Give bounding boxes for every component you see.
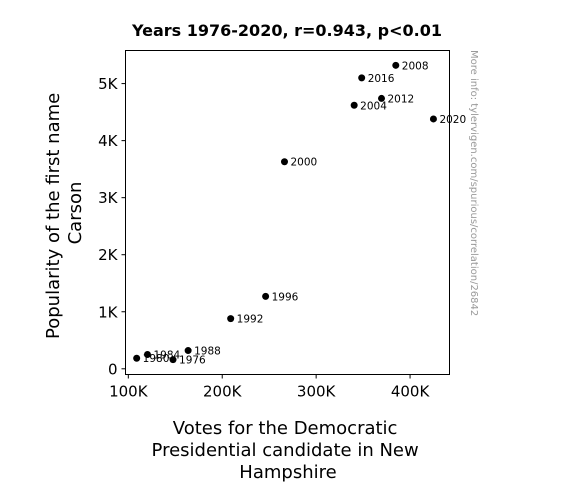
source-watermark: More info: tylervigen.com/spurious/corre… <box>468 50 479 316</box>
x-axis-label-line: Hampshire <box>239 462 336 483</box>
data-point <box>378 94 386 102</box>
x-axis-label: Votes for the Democratic Presidential ca… <box>152 418 425 483</box>
x-axis-label-line: Votes for the Democratic <box>173 418 398 439</box>
y-axis-label-line: Carson <box>65 182 86 245</box>
x-tick-label: 200K <box>203 383 243 401</box>
data-point-label: 2020 <box>439 114 466 126</box>
data-point-label: 1976 <box>179 355 206 367</box>
data-points <box>133 61 437 364</box>
data-point <box>143 351 151 359</box>
x-tick-label: 400K <box>391 383 431 401</box>
data-point-label: 2012 <box>388 93 415 105</box>
data-point-label: 1988 <box>194 346 221 358</box>
y-axis-ticks: 0 1K 2K 3K 4K 5K <box>98 75 126 378</box>
y-tick-label: 1K <box>98 303 119 321</box>
y-tick-label: 0 <box>108 360 118 378</box>
x-axis-label-line: Presidential candidate in New <box>152 440 419 461</box>
data-point-label: 2008 <box>402 60 429 72</box>
y-axis-label: Popularity of the first name Carson <box>43 87 86 339</box>
data-point-label: 2000 <box>290 157 317 169</box>
data-point <box>262 292 270 300</box>
data-point-label: 2004 <box>360 100 387 112</box>
data-point <box>280 158 288 166</box>
x-tick-label: 100K <box>109 383 149 401</box>
data-point <box>169 356 177 364</box>
x-tick-label: 300K <box>297 383 337 401</box>
data-point-label: 1984 <box>153 350 180 362</box>
y-tick-label: 4K <box>98 132 119 150</box>
data-point <box>133 354 141 362</box>
data-point <box>429 115 437 123</box>
y-axis-label-line: Popularity of the first name <box>43 93 64 339</box>
data-point <box>184 347 192 355</box>
y-tick-label: 3K <box>98 189 119 207</box>
data-point-label: 1992 <box>237 314 264 326</box>
data-point <box>350 101 358 109</box>
data-point-label: 1980 <box>143 353 170 365</box>
y-tick-label: 5K <box>98 75 119 93</box>
plot-area <box>125 50 450 375</box>
data-point-label: 1996 <box>272 291 299 303</box>
data-point <box>227 315 235 323</box>
data-point <box>392 61 400 69</box>
chart-title: Years 1976-2020, r=0.943, p<0.01 <box>131 21 442 40</box>
data-point <box>358 74 366 82</box>
x-axis-ticks: 100K 200K 300K 400K <box>109 374 431 401</box>
data-point-label: 2016 <box>368 73 395 85</box>
y-tick-label: 2K <box>98 246 119 264</box>
